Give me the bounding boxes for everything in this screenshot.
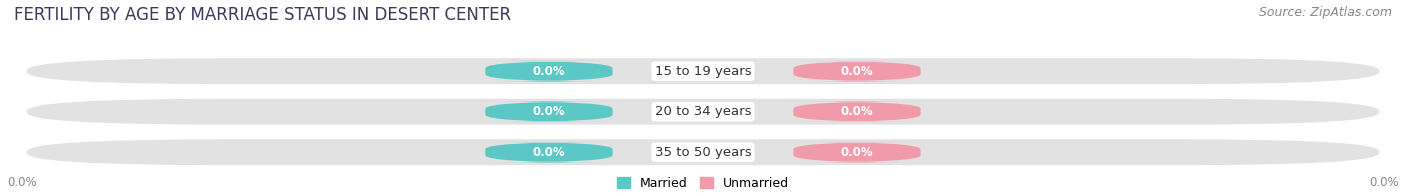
Text: 0.0%: 0.0% xyxy=(533,65,565,78)
Text: 35 to 50 years: 35 to 50 years xyxy=(655,146,751,159)
FancyBboxPatch shape xyxy=(27,58,1379,84)
Text: 0.0%: 0.0% xyxy=(533,105,565,118)
Text: Source: ZipAtlas.com: Source: ZipAtlas.com xyxy=(1258,6,1392,19)
Text: 0.0%: 0.0% xyxy=(841,65,873,78)
FancyBboxPatch shape xyxy=(27,99,1379,125)
Text: 0.0%: 0.0% xyxy=(533,146,565,159)
Text: FERTILITY BY AGE BY MARRIAGE STATUS IN DESERT CENTER: FERTILITY BY AGE BY MARRIAGE STATUS IN D… xyxy=(14,6,512,24)
Text: 0.0%: 0.0% xyxy=(1369,176,1399,189)
Text: 0.0%: 0.0% xyxy=(7,176,37,189)
FancyBboxPatch shape xyxy=(793,142,921,162)
FancyBboxPatch shape xyxy=(485,142,613,162)
Text: 15 to 19 years: 15 to 19 years xyxy=(655,65,751,78)
FancyBboxPatch shape xyxy=(793,101,921,122)
FancyBboxPatch shape xyxy=(27,139,1379,165)
FancyBboxPatch shape xyxy=(485,101,613,122)
Text: 20 to 34 years: 20 to 34 years xyxy=(655,105,751,118)
Text: 0.0%: 0.0% xyxy=(841,146,873,159)
Legend: Married, Unmarried: Married, Unmarried xyxy=(617,177,789,190)
Text: 0.0%: 0.0% xyxy=(841,105,873,118)
FancyBboxPatch shape xyxy=(793,61,921,82)
FancyBboxPatch shape xyxy=(485,61,613,82)
